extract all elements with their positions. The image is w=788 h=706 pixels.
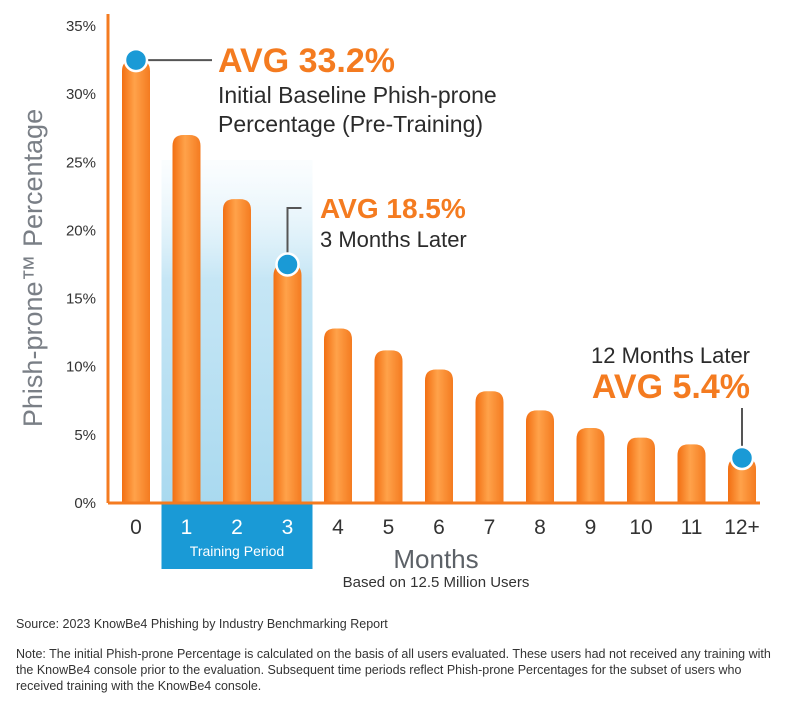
training-period-label: Training Period (190, 543, 284, 559)
bar (576, 428, 605, 503)
x-tick-label: 8 (534, 516, 546, 539)
y-tick-label: 5% (74, 427, 96, 444)
axes (106, 14, 760, 505)
training-period-band (161, 503, 313, 569)
x-tick-label: 0 (130, 516, 142, 539)
bar (677, 444, 706, 503)
data-marker (275, 252, 300, 277)
x-tick-label: 4 (332, 516, 344, 539)
annotations: AVG 33.2%Initial Baseline Phish-prone Per… (123, 42, 755, 471)
y-tick-label: 0% (74, 495, 96, 512)
data-marker (729, 445, 755, 471)
bar (526, 410, 554, 503)
avg-label: AVG 33.2% (218, 42, 395, 80)
bar (223, 199, 251, 503)
bar-series (122, 60, 756, 503)
data-marker (123, 47, 149, 73)
bar (172, 135, 201, 503)
bar (627, 437, 655, 503)
y-tick-label: 20% (66, 222, 96, 239)
bar (273, 264, 302, 503)
bar (324, 328, 352, 503)
avg-label: AVG 5.4% (592, 368, 750, 406)
x-tick-label: 1 (181, 516, 193, 539)
avg-label: AVG 18.5% (320, 193, 466, 224)
y-axis-label: Phish-prone™ Percentage (18, 109, 48, 427)
x-tick-label: 10 (629, 516, 652, 539)
annotation-text: Initial Baseline Phish-prone (218, 82, 497, 108)
x-tick-label: 11 (681, 516, 703, 539)
source-note: Source: 2023 KnowBe4 Phishing by Industr… (16, 617, 388, 631)
bar (728, 458, 756, 503)
y-tick-label: 30% (66, 86, 96, 103)
x-axis-label: Months (393, 544, 478, 574)
annotation-text: Percentage (Pre-Training) (218, 111, 483, 137)
y-tick-label: 35% (66, 18, 96, 35)
x-tick-label: 6 (433, 516, 445, 539)
x-tick-label: 2 (231, 516, 243, 539)
x-tick-label: 12+ (724, 516, 760, 539)
y-tick-label: 25% (66, 154, 96, 171)
x-axis-ticks: 0 1 2 3 4 5 6 7 8 9 10 11 12+ (130, 516, 760, 539)
phish-prone-bar-chart: Training Period 0% 5% 10% 15% 20% 25% 30% 35% 0… (18, 14, 760, 591)
annotation-text: 3 Months Later (320, 227, 467, 252)
x-tick-label: 7 (484, 516, 496, 539)
x-tick-label: 5 (383, 516, 395, 539)
annotation-text: 12 Months Later (591, 343, 750, 368)
x-tick-label: 3 (282, 516, 294, 539)
bar (122, 60, 150, 503)
x-tick-label: 9 (585, 516, 597, 539)
y-tick-label: 10% (66, 359, 96, 376)
annotation-leader (286, 207, 302, 253)
bar (374, 350, 403, 503)
y-axis-ticks: 0% 5% 10% 15% 20% 25% 30% 35% (66, 18, 96, 512)
chart-subtitle: Based on 12.5 Million Users (343, 574, 530, 591)
footnote: Note: The initial Phish-prone Percentage… (16, 647, 771, 693)
bar (425, 369, 453, 503)
y-tick-label: 15% (66, 291, 96, 308)
bar (475, 391, 504, 503)
